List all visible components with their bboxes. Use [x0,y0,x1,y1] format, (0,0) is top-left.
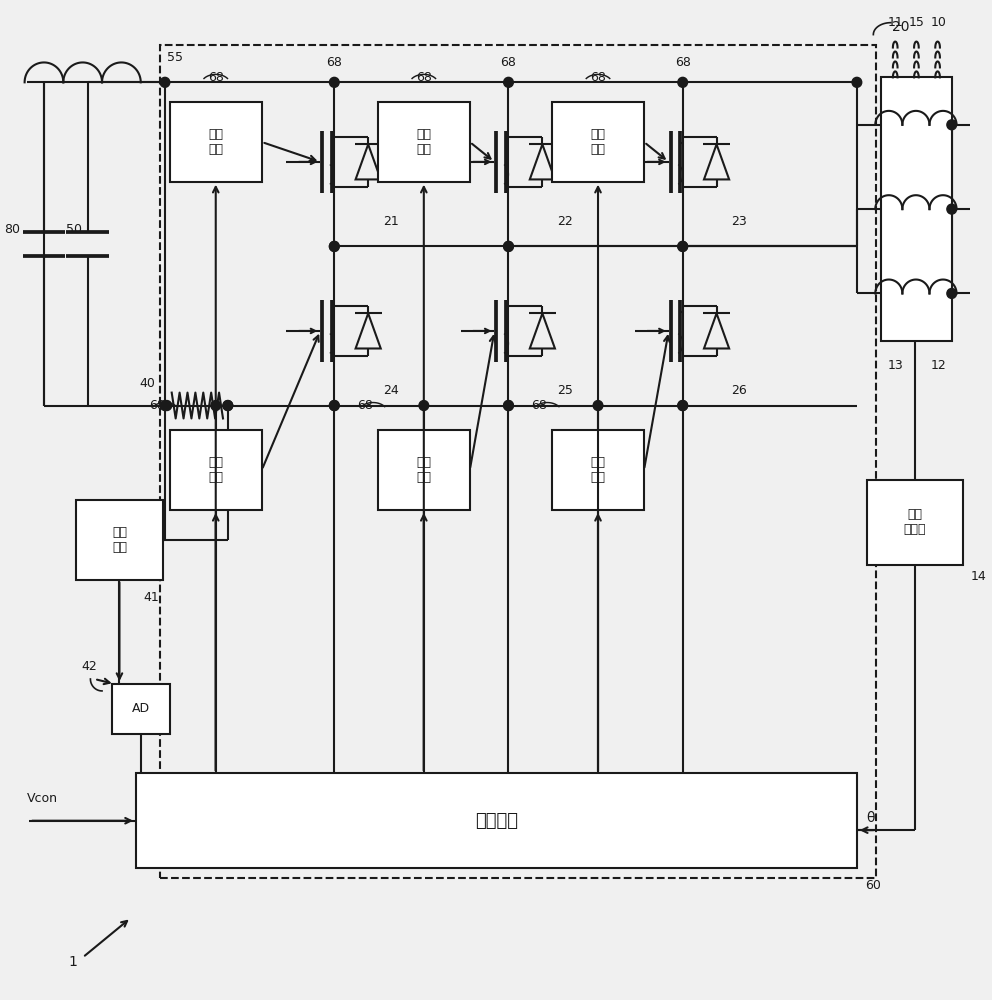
Circle shape [160,401,170,410]
Circle shape [504,401,513,410]
Text: 驱动
电路: 驱动 电路 [417,456,432,484]
Text: 11: 11 [887,16,903,29]
Circle shape [678,241,687,251]
Circle shape [678,77,687,87]
Text: 25: 25 [557,384,572,397]
Bar [136,773,857,868]
Text: 68: 68 [357,399,373,412]
Circle shape [678,401,687,410]
Bar [378,102,470,182]
Bar [170,430,262,510]
Text: 12: 12 [931,359,947,372]
Text: 80: 80 [4,223,20,236]
Text: 驱动
电路: 驱动 电路 [590,128,605,156]
Bar [881,77,951,341]
Circle shape [504,241,513,251]
Circle shape [211,401,220,410]
Text: 68: 68 [501,56,517,69]
Text: θ: θ [866,811,875,825]
Text: 驱动
电路: 驱动 电路 [417,128,432,156]
Bar [112,684,170,734]
Text: 21: 21 [383,215,399,228]
Bar [552,102,644,182]
Text: 驱动
电路: 驱动 电路 [590,456,605,484]
Text: 40: 40 [140,377,156,390]
Bar [378,430,470,510]
Circle shape [329,401,339,410]
Text: 1: 1 [68,955,77,969]
Text: 60: 60 [865,879,881,892]
Text: 68: 68 [590,71,606,84]
Text: 10: 10 [931,16,947,29]
Bar [160,45,876,878]
Text: 68: 68 [326,56,342,69]
Circle shape [160,77,170,87]
Text: 41: 41 [144,591,160,604]
Circle shape [504,241,513,251]
Circle shape [329,241,339,251]
Circle shape [593,401,603,410]
Text: 位置
传感器: 位置 传感器 [904,508,927,536]
Circle shape [678,401,687,410]
Circle shape [223,401,233,410]
Text: 68: 68 [675,56,690,69]
Text: Vcon: Vcon [27,792,58,805]
Circle shape [329,401,339,410]
Text: 68: 68 [532,399,548,412]
Circle shape [162,401,172,410]
Text: 驱动
电路: 驱动 电路 [208,128,223,156]
Circle shape [947,288,956,298]
Text: 26: 26 [731,384,747,397]
Text: 42: 42 [81,660,97,673]
Circle shape [329,241,339,251]
Text: 24: 24 [383,384,399,397]
Bar [76,500,163,580]
Circle shape [947,120,956,130]
Text: 22: 22 [557,215,572,228]
Circle shape [678,241,687,251]
Text: 15: 15 [909,16,925,29]
Text: 50: 50 [66,223,82,236]
Text: 55: 55 [167,51,183,64]
Text: 68: 68 [416,71,432,84]
Circle shape [947,204,956,214]
Bar [552,430,644,510]
Text: 68: 68 [149,399,165,412]
Text: 23: 23 [731,215,747,228]
Bar [170,102,262,182]
Circle shape [419,401,429,410]
Text: 14: 14 [971,570,987,583]
Text: 驱动
电路: 驱动 电路 [208,456,223,484]
Circle shape [852,77,862,87]
Circle shape [504,77,513,87]
Text: AD: AD [132,702,150,715]
Circle shape [329,77,339,87]
Text: 放大
电路: 放大 电路 [112,526,127,554]
Circle shape [504,401,513,410]
Circle shape [223,401,233,410]
Text: 13: 13 [887,359,903,372]
Text: 68: 68 [207,71,223,84]
Text: 控制单元: 控制单元 [475,812,518,830]
Text: 20: 20 [892,20,910,34]
Bar [867,480,963,565]
